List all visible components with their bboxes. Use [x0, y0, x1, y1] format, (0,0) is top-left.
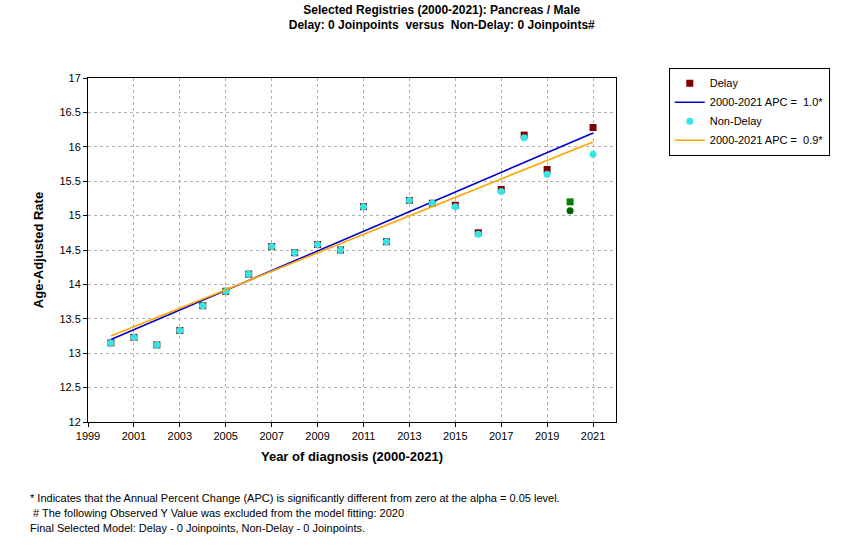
svg-text:12.5: 12.5 [59, 381, 80, 393]
svg-text:Final Selected Model: Delay -: Final Selected Model: Delay - 0 Joinpoin… [30, 522, 365, 534]
svg-text:2003: 2003 [168, 430, 192, 442]
svg-text:2019: 2019 [535, 430, 559, 442]
svg-text:Year of diagnosis (2000-2021): Year of diagnosis (2000-2021) [261, 449, 443, 464]
svg-text:16: 16 [69, 141, 81, 153]
svg-text:15: 15 [69, 209, 81, 221]
svg-text:1999: 1999 [76, 430, 100, 442]
svg-text:14.5: 14.5 [59, 244, 80, 256]
svg-text:2011: 2011 [352, 430, 376, 442]
svg-text:15.5: 15.5 [59, 175, 80, 187]
svg-text:2017: 2017 [489, 430, 513, 442]
svg-text:2001: 2001 [122, 430, 146, 442]
svg-text:# The following Observed Y Val: # The following Observed Y Value was exc… [30, 507, 404, 519]
svg-text:12: 12 [69, 416, 81, 428]
svg-text:Selected Registries (2000-2021: Selected Registries (2000-2021): Pancrea… [289, 3, 595, 33]
svg-text:2000-2021 APC = 0.9*: 2000-2021 APC = 0.9* [710, 134, 824, 146]
svg-text:Age-Adjusted Rate: Age-Adjusted Rate [31, 192, 46, 308]
svg-text:2015: 2015 [443, 430, 467, 442]
svg-text:13: 13 [69, 347, 81, 359]
svg-text:2007: 2007 [259, 430, 283, 442]
svg-text:2009: 2009 [305, 430, 329, 442]
svg-text:14: 14 [69, 278, 81, 290]
svg-text:2005: 2005 [213, 430, 237, 442]
svg-text:Delay: Delay [710, 77, 739, 89]
svg-text:* Indicates that the Annual Pe: * Indicates that the Annual Percent Chan… [30, 492, 560, 504]
svg-text:2021: 2021 [581, 430, 605, 442]
svg-text:16.5: 16.5 [59, 106, 80, 118]
svg-text:17: 17 [69, 72, 81, 84]
svg-text:2000-2021 APC = 1.0*: 2000-2021 APC = 1.0* [710, 96, 824, 108]
svg-text:2013: 2013 [397, 430, 421, 442]
svg-text:13.5: 13.5 [59, 313, 80, 325]
svg-text:Non-Delay: Non-Delay [710, 115, 762, 127]
